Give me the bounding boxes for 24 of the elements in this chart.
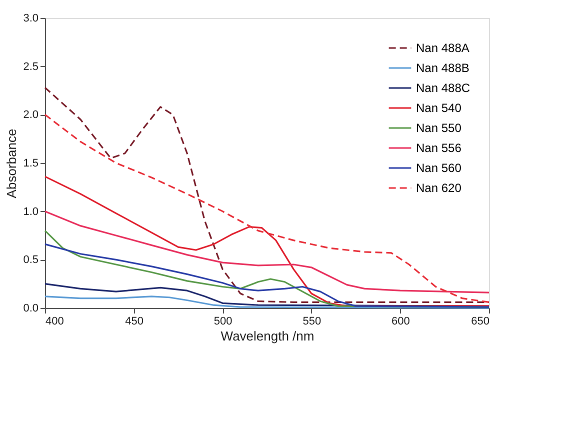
x-tick-label: 450 — [125, 316, 144, 328]
y-axis-title: Absorbance — [4, 128, 20, 198]
legend-label: Nan 488A — [416, 41, 470, 55]
y-tick-label: 0.5 — [23, 254, 38, 266]
legend-label: Nan 540 — [416, 101, 462, 115]
legend-label: Nan 550 — [416, 121, 462, 135]
x-axis-title: Wavelength /nm — [220, 328, 314, 344]
x-tick-label: 650 — [471, 316, 490, 328]
y-tick-label: 2.0 — [23, 109, 38, 122]
x-tick-label: 500 — [214, 316, 232, 328]
legend-label: Nan 488C — [416, 81, 470, 95]
y-tick-label: 1.5 — [23, 158, 38, 170]
y-tick-label: 1.0 — [23, 206, 38, 218]
legend-label: Nan 620 — [416, 181, 462, 195]
y-tick-label: 2.5 — [23, 60, 38, 73]
legend-label: Nan 556 — [416, 141, 462, 155]
y-tick-label: 0.0 — [23, 302, 38, 314]
x-tick-label: 400 — [46, 316, 64, 328]
x-tick-label: 600 — [392, 316, 410, 328]
legend-label: Nan 560 — [416, 161, 462, 175]
legend-label: Nan 488B — [416, 61, 470, 75]
y-tick-label: 3.0 — [23, 12, 38, 24]
line-series — [44, 210, 490, 294]
x-tick-label: 550 — [302, 316, 322, 328]
